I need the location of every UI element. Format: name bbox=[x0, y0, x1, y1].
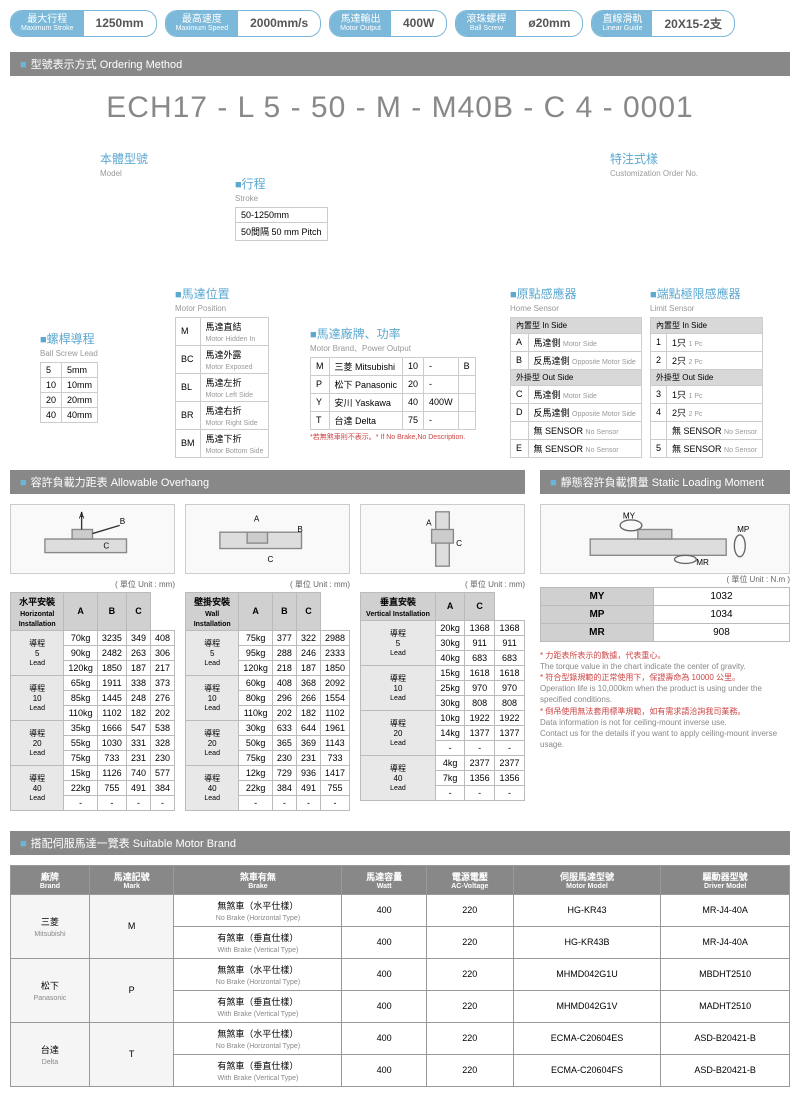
svg-text:MY: MY bbox=[623, 511, 636, 520]
static-header: ■靜態容許負載慣量 Static Loading Moment bbox=[540, 470, 790, 494]
svg-text:B: B bbox=[297, 525, 303, 534]
svg-text:C: C bbox=[456, 538, 462, 547]
svg-text:A: A bbox=[254, 514, 260, 523]
vert-diagram: AC bbox=[360, 504, 525, 574]
spec-pill: 直線滑軌Linear Guide20X15-2支 bbox=[591, 10, 734, 37]
ordering-diagram: 本體型號Model 特注式樣Customization Order No. ■行… bbox=[10, 140, 790, 450]
spec-pill: 滾珠螺桿Ball Screwø20mm bbox=[455, 10, 583, 37]
svg-text:MP: MP bbox=[737, 525, 750, 534]
svg-text:C: C bbox=[103, 541, 109, 550]
svg-text:A: A bbox=[426, 518, 432, 527]
specs-row: 最大行程Maximum Stroke1250mm 最高速度Maximum Spee… bbox=[10, 10, 790, 37]
overhang-section: ■容許負載力距表 Allowable Overhang ABC ABC AC (… bbox=[10, 470, 790, 811]
overhang-header: ■容許負載力距表 Allowable Overhang bbox=[10, 470, 525, 494]
svg-text:C: C bbox=[268, 555, 274, 564]
spec-pill: 最大行程Maximum Stroke1250mm bbox=[10, 10, 157, 37]
wall-diagram: A B C bbox=[185, 504, 350, 574]
horiz-diagram: A B C bbox=[10, 504, 175, 574]
svg-text:MR: MR bbox=[696, 558, 709, 567]
spec-pill: 最高速度Maximum Speed2000mm/s bbox=[165, 10, 322, 37]
moment-diagram: MY MP MR bbox=[540, 504, 790, 574]
ordering-code: ECH17 - L 5 - 50 - M - M40B - C 4 - 0001 bbox=[10, 91, 790, 125]
motor-header: ■搭配伺服馬達一覽表 Suitable Motor Brand bbox=[10, 831, 790, 855]
spec-pill: 馬達輸出Motor Output400W bbox=[329, 10, 447, 37]
svg-text:A: A bbox=[79, 511, 85, 520]
ordering-header: ■型號表示方式 Ordering Method bbox=[10, 52, 790, 76]
svg-text:B: B bbox=[120, 517, 126, 526]
motor-table: 廠牌Brand馬達記號Mark煞車有無Brake馬達容量Watt電源電壓AC-V… bbox=[10, 865, 790, 1087]
